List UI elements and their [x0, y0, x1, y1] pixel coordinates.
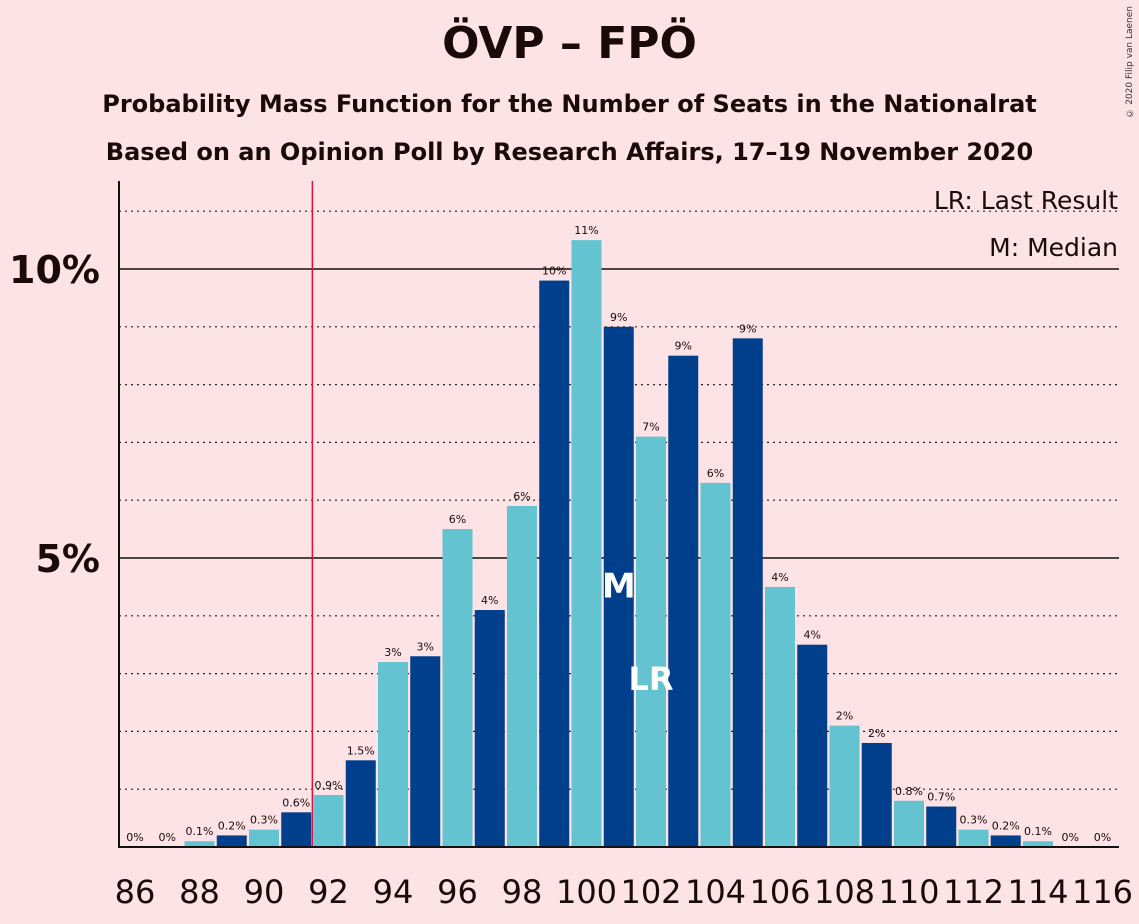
- x-tick-label: 92: [308, 873, 349, 911]
- bar-91: [281, 812, 312, 847]
- data-label: 0%: [126, 831, 143, 844]
- data-label: 4%: [804, 629, 821, 642]
- data-label: 9%: [675, 340, 692, 353]
- bar-103: [668, 355, 699, 847]
- last-result-marker: LR: [628, 660, 673, 698]
- bar-112: [958, 829, 989, 847]
- bar-105: [732, 338, 763, 847]
- x-tick-label: 106: [749, 873, 810, 911]
- bar-94: [378, 662, 408, 847]
- bar-90: [249, 829, 279, 847]
- bar-107: [797, 644, 828, 847]
- x-tick-label: 112: [943, 873, 1004, 911]
- median-marker: M: [602, 566, 636, 606]
- bar-109: [861, 742, 892, 847]
- x-tick-label: 96: [437, 873, 478, 911]
- x-tick-label: 104: [685, 873, 746, 911]
- data-label: 0.1%: [186, 825, 214, 838]
- data-label: 4%: [771, 571, 788, 584]
- data-label: 0.8%: [895, 785, 923, 798]
- data-label: 9%: [610, 311, 627, 324]
- bar-88: [184, 841, 215, 847]
- legend-median: M: Median: [989, 233, 1118, 262]
- data-label: 0.3%: [960, 814, 988, 827]
- data-label: 0.6%: [282, 796, 310, 809]
- data-label: 3%: [417, 640, 434, 653]
- data-label: 6%: [707, 467, 724, 480]
- y-tick-label: 5%: [35, 537, 100, 581]
- x-tick-label: 88: [179, 873, 220, 911]
- data-label: 0%: [1062, 831, 1079, 844]
- data-label: 0.2%: [992, 819, 1020, 832]
- data-label: 1.5%: [347, 744, 375, 757]
- data-label: 9%: [739, 322, 756, 335]
- data-label: 0.3%: [250, 814, 278, 827]
- bar-102: [636, 436, 666, 847]
- bar-108: [829, 725, 860, 847]
- x-tick-label: 86: [115, 873, 156, 911]
- bar-96: [442, 529, 473, 847]
- bar-95: [410, 656, 441, 847]
- data-label: 0.1%: [1024, 825, 1052, 838]
- x-tick-label: 108: [814, 873, 875, 911]
- bar-99: [539, 280, 570, 847]
- x-tick-label: 94: [373, 873, 414, 911]
- bar-101: [603, 326, 634, 847]
- data-label: 0.2%: [218, 819, 246, 832]
- data-label: 0.7%: [927, 791, 955, 804]
- bar-100: [571, 240, 602, 848]
- x-tick-label: 116: [1072, 873, 1133, 911]
- data-label: 0%: [159, 831, 176, 844]
- data-label: 11%: [574, 224, 598, 237]
- data-label: 4%: [481, 594, 498, 607]
- bar-97: [474, 610, 505, 847]
- x-tick-label: 110: [878, 873, 939, 911]
- y-tick-label: 10%: [9, 248, 100, 292]
- bar-93: [345, 760, 376, 847]
- data-label: 2%: [836, 710, 853, 723]
- bar-106: [765, 586, 795, 847]
- bar-114: [1023, 841, 1053, 847]
- x-tick-label: 100: [556, 873, 617, 911]
- x-tick-label: 114: [1007, 873, 1068, 911]
- chart-subtitle: Probability Mass Function for the Number…: [102, 90, 1037, 118]
- bar-92: [313, 794, 344, 847]
- data-label: 0.9%: [315, 779, 343, 792]
- data-label: 2%: [868, 727, 885, 740]
- data-label: 3%: [384, 646, 401, 659]
- bar-104: [700, 482, 731, 847]
- chart-title: ÖVP – FPÖ: [442, 18, 697, 69]
- x-tick-label: 90: [244, 873, 285, 911]
- data-label: 6%: [513, 490, 530, 503]
- bar-98: [507, 505, 537, 847]
- bar-111: [926, 806, 957, 847]
- x-tick-label: 102: [620, 873, 681, 911]
- data-label: 6%: [449, 513, 466, 526]
- chart-source: Based on an Opinion Poll by Research Aff…: [105, 138, 1034, 166]
- data-label: 10%: [542, 265, 566, 278]
- data-label: 0%: [1094, 831, 1111, 844]
- bar-89: [216, 835, 247, 847]
- legend-last-result: LR: Last Result: [934, 186, 1118, 215]
- x-tick-label: 98: [502, 873, 543, 911]
- data-label: 7%: [642, 421, 659, 434]
- bar-110: [894, 800, 924, 847]
- bar-113: [990, 835, 1021, 847]
